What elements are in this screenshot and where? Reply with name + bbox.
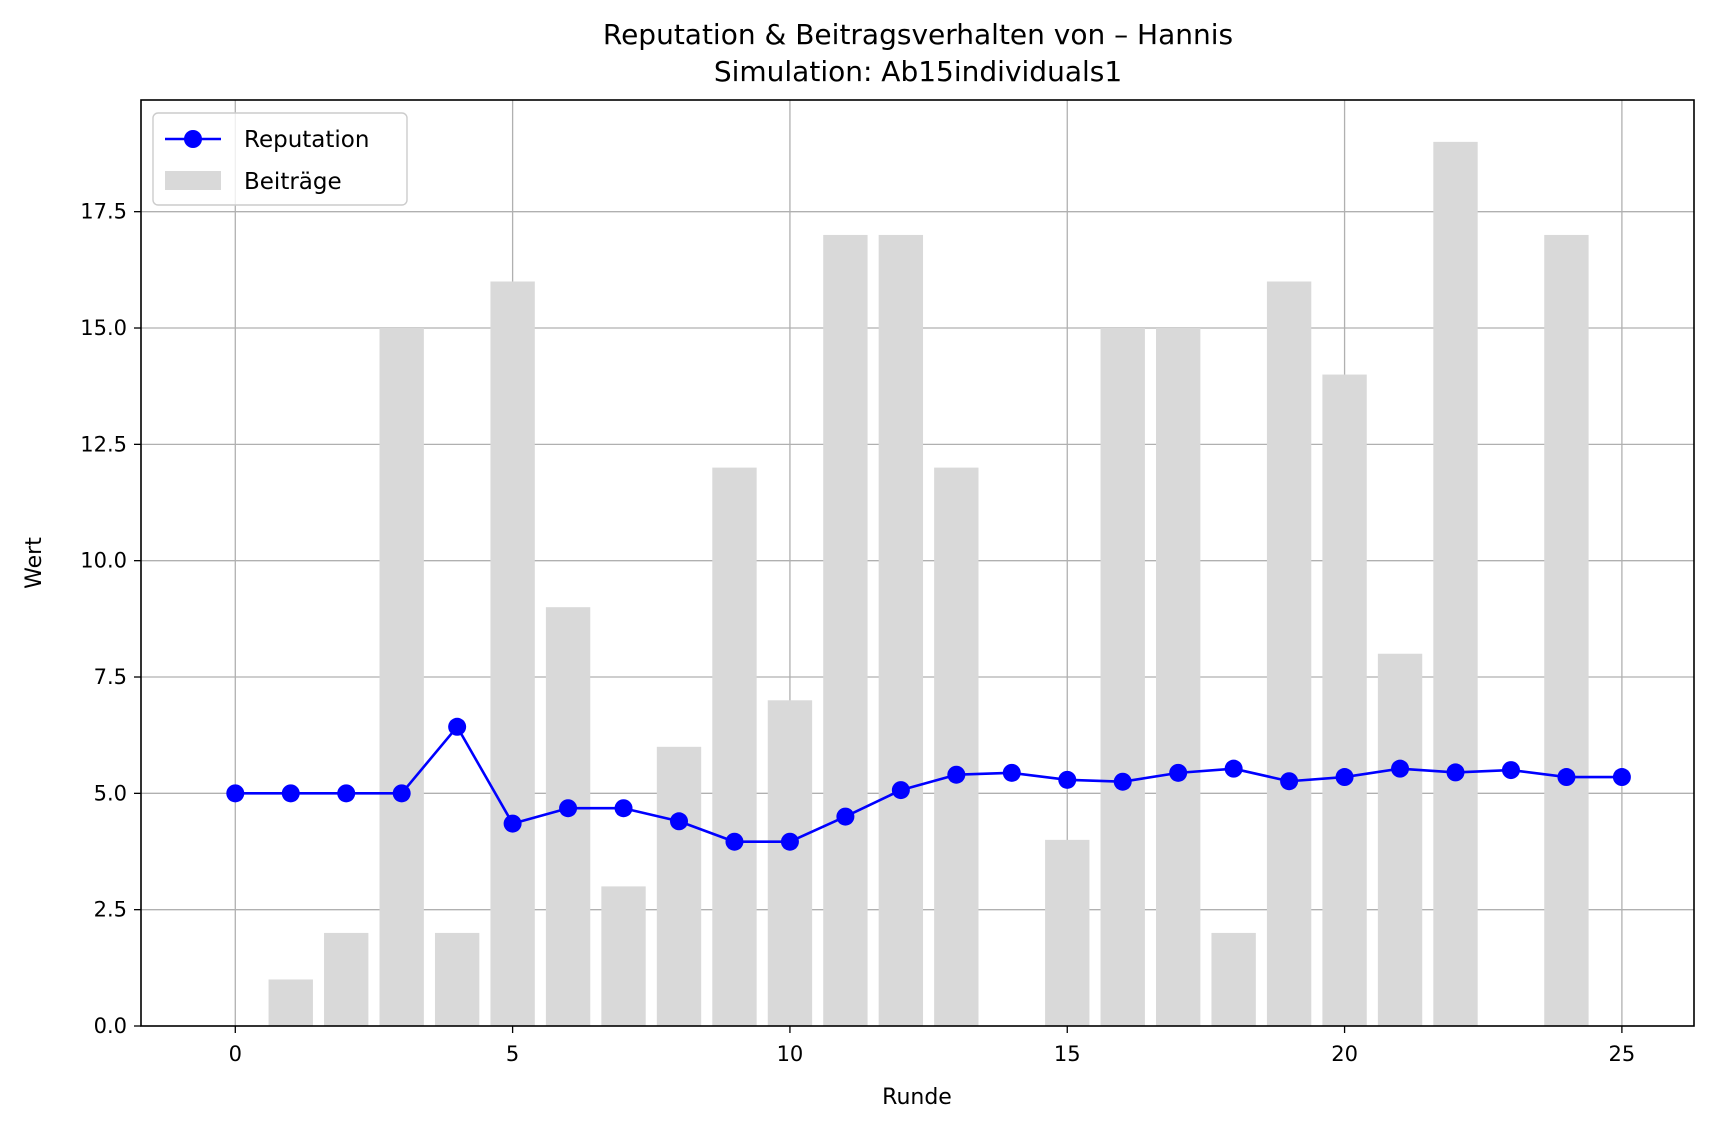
- x-tick-label: 25: [1609, 1042, 1636, 1066]
- beitraege-bar: [934, 467, 979, 1026]
- plot-frame: [140, 99, 1695, 1027]
- reputation-point: [1169, 763, 1188, 782]
- beitraege-bar: [878, 234, 924, 1027]
- reputation-point: [1335, 768, 1354, 787]
- reputation-point: [1446, 763, 1465, 782]
- legend-beitraege-swatch: [165, 171, 221, 190]
- beitraege-bar: [1211, 932, 1256, 1026]
- reputation-line: [235, 725, 1622, 844]
- reputation-point: [891, 781, 910, 800]
- beitraege-bar: [324, 932, 369, 1026]
- y-tick-label: 2.5: [94, 898, 127, 922]
- reputation-point: [670, 812, 689, 831]
- reputation-point: [725, 832, 744, 851]
- reputation-point: [1113, 772, 1132, 791]
- beitraege-bar: [656, 746, 702, 1026]
- x-tick-label: 5: [506, 1042, 519, 1066]
- reputation-point: [836, 807, 855, 826]
- beitraege-bar: [1266, 281, 1312, 1026]
- beitraege-bar: [379, 328, 424, 1027]
- y-tick-label: 15.0: [80, 316, 127, 340]
- y-axis-label: Wert: [22, 537, 47, 589]
- y-tick-label: 5.0: [94, 781, 127, 805]
- x-tick-label: 20: [1331, 1042, 1358, 1066]
- bars-series: [268, 141, 1589, 1027]
- reputation-point: [1280, 772, 1299, 791]
- y-axis: 0.0 2.5 5.0 7.5 10.0 12.5 15.0 17.5: [80, 200, 141, 1038]
- beitraege-bar: [1544, 234, 1589, 1027]
- reputation-point: [1557, 768, 1576, 787]
- reputation-point: [559, 799, 578, 818]
- beitraege-bar: [1155, 328, 1201, 1027]
- reputation-point: [1058, 770, 1077, 789]
- beitraege-bar: [268, 979, 313, 1026]
- beitraege-bar: [1100, 328, 1145, 1027]
- reputation-point: [780, 832, 799, 851]
- reputation-point: [281, 784, 300, 803]
- y-tick-label: 12.5: [80, 432, 127, 456]
- reputation-point: [448, 717, 467, 736]
- y-tick-label: 10.0: [80, 549, 127, 573]
- legend-reputation-label: Reputation: [244, 127, 369, 153]
- reputation-point: [392, 784, 411, 803]
- legend-reputation-marker: [184, 130, 202, 148]
- reputation-point: [503, 814, 522, 833]
- x-tick-label: 10: [777, 1042, 804, 1066]
- x-axis-label: Runde: [882, 1085, 952, 1110]
- y-tick-label: 17.5: [80, 200, 127, 224]
- beitraege-bar: [601, 886, 646, 1026]
- beitraege-bar: [1377, 653, 1423, 1026]
- beitraege-bar: [767, 700, 813, 1026]
- reputation-point: [1224, 759, 1243, 778]
- beitraege-bar: [712, 467, 757, 1026]
- reputation-point: [947, 765, 966, 784]
- x-axis: 0 5 10 15 20 25: [229, 1026, 1636, 1066]
- reputation-point: [226, 784, 245, 803]
- reputation-point: [1391, 759, 1410, 778]
- beitraege-bar: [1322, 374, 1367, 1026]
- x-tick-label: 15: [1054, 1042, 1081, 1066]
- beitraege-bar: [434, 932, 480, 1026]
- reputation-point: [1002, 763, 1021, 782]
- reputation-point: [614, 799, 633, 818]
- beitraege-bar: [823, 234, 868, 1027]
- x-tick-label: 0: [229, 1042, 242, 1066]
- beitraege-bar: [1045, 839, 1090, 1026]
- legend: Reputation Beiträge: [152, 112, 408, 206]
- reputation-point: [1612, 768, 1631, 787]
- reputation-point: [337, 784, 356, 803]
- legend-beitraege-label: Beiträge: [244, 169, 342, 195]
- beitraege-bar: [1433, 141, 1478, 1026]
- y-tick-label: 0.0: [94, 1014, 127, 1038]
- y-tick-label: 7.5: [94, 665, 127, 689]
- chart-title: Reputation & Beitragsverhalten von – Han…: [603, 18, 1233, 51]
- reputation-point: [1501, 761, 1520, 780]
- chart-subtitle: Simulation: Ab15individuals1: [714, 55, 1122, 88]
- reputation-series: [226, 717, 1631, 851]
- beitraege-bar: [490, 281, 535, 1026]
